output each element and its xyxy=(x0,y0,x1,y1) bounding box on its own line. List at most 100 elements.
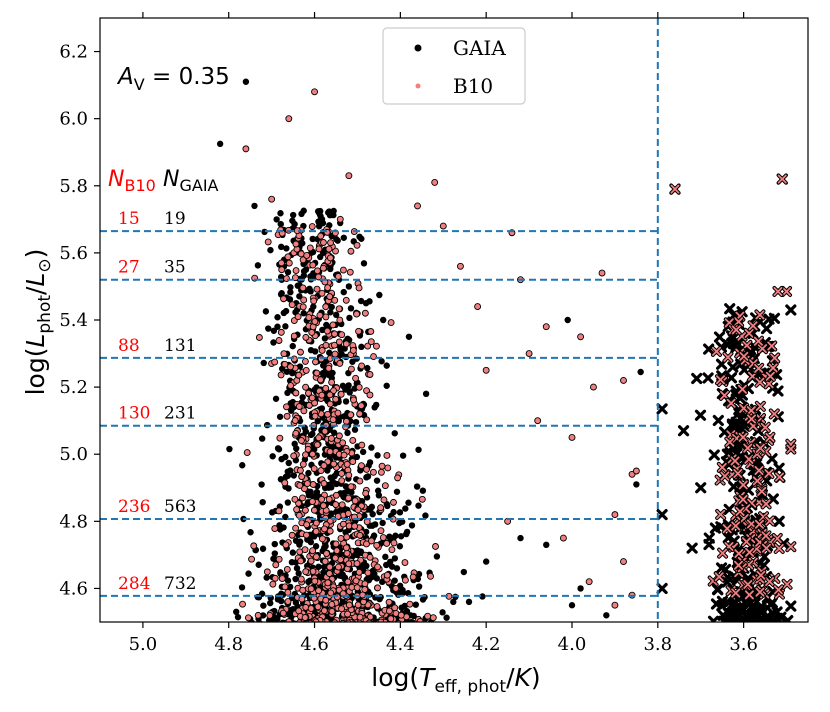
b10-point xyxy=(282,624,288,630)
gaia-point xyxy=(271,550,279,557)
gaia-point xyxy=(262,308,270,315)
b10-point xyxy=(329,416,337,424)
gaia-point xyxy=(227,623,233,629)
b10-rsg-marker xyxy=(757,486,767,496)
b10-point xyxy=(318,289,326,297)
b10-point xyxy=(369,623,375,629)
gaia-point xyxy=(378,358,385,365)
y-axis-label: log(Lphot/L⊙) xyxy=(21,249,55,396)
b10-point xyxy=(353,241,361,249)
gaia-point xyxy=(310,303,317,310)
gaia-point xyxy=(289,211,297,219)
b10-point xyxy=(309,450,316,458)
b10-point xyxy=(338,331,346,339)
b10-point xyxy=(326,448,334,456)
b10-point xyxy=(332,540,340,548)
b10-rsg-marker xyxy=(730,456,740,466)
b10-point xyxy=(336,359,344,367)
b10-point xyxy=(326,527,334,535)
b10-point xyxy=(342,544,350,552)
gaia-point xyxy=(266,622,272,628)
b10-point xyxy=(280,350,288,358)
gaia-point xyxy=(292,623,298,629)
legend-marker-b10 xyxy=(415,83,421,89)
b10-point xyxy=(345,601,353,609)
gaia-point xyxy=(326,625,332,631)
gaia-point xyxy=(396,509,404,516)
gaia-point xyxy=(307,431,315,439)
b10-point xyxy=(313,621,318,622)
b10-point xyxy=(328,607,336,615)
b10-point xyxy=(301,506,309,514)
gaia-point xyxy=(284,389,291,397)
gaia-point xyxy=(390,624,396,630)
gaia-point xyxy=(399,452,407,459)
b10-rsg-marker xyxy=(775,472,785,482)
b10-point xyxy=(379,534,387,542)
gaia-point xyxy=(289,369,296,377)
gaia-point xyxy=(390,625,396,631)
gaia-point xyxy=(364,364,371,372)
b10-point xyxy=(305,626,311,632)
b10-point xyxy=(339,266,347,274)
b10-point xyxy=(363,416,371,424)
b10-point xyxy=(347,483,355,491)
b10-rsg-marker xyxy=(761,499,771,509)
b10-point xyxy=(332,491,340,499)
count-gaia-label: 231 xyxy=(164,404,196,424)
count-b10-label: 88 xyxy=(118,336,140,356)
gaia-point xyxy=(317,626,323,632)
gaia-point xyxy=(387,625,393,631)
b10-point xyxy=(324,410,332,418)
b10-point xyxy=(346,625,352,631)
gaia-point xyxy=(361,625,367,631)
b10-rsg-marker xyxy=(765,432,775,442)
gaia-point xyxy=(323,321,330,329)
gaia-point xyxy=(294,282,301,289)
gaia-point xyxy=(327,309,334,316)
gaia-point xyxy=(274,314,281,321)
b10-point xyxy=(308,328,316,336)
gaia-point xyxy=(298,210,305,218)
gaia-rsg-marker xyxy=(703,532,715,544)
b10-point xyxy=(377,468,385,476)
b10-point xyxy=(311,577,319,585)
b10-point xyxy=(335,305,343,313)
b10-point xyxy=(317,232,325,240)
extinction-annotation: AV = 0.35 xyxy=(116,64,230,94)
b10-point xyxy=(482,366,490,374)
b10-point xyxy=(278,259,285,267)
gaia-point xyxy=(284,499,292,506)
gaia-point xyxy=(435,621,439,622)
b10-point xyxy=(292,524,300,532)
gaia-point xyxy=(345,625,351,631)
b10-point xyxy=(242,145,250,153)
b10-point xyxy=(347,247,355,255)
gaia-point xyxy=(409,625,415,631)
b10-point xyxy=(373,603,381,610)
gaia-point xyxy=(450,598,457,606)
b10-rsg-marker xyxy=(755,310,765,320)
gaia-point xyxy=(238,584,246,591)
b10-point xyxy=(286,363,294,371)
gaia-point xyxy=(517,534,524,542)
gaia-point xyxy=(405,333,413,340)
gaia-point xyxy=(633,481,640,488)
gaia-point xyxy=(345,283,353,290)
b10-rsg-marker xyxy=(722,524,732,534)
y-axis-label-sub: phot xyxy=(35,295,55,334)
b10-rsg-marker xyxy=(744,454,754,464)
b10-point xyxy=(313,441,321,449)
b10-point xyxy=(304,445,312,453)
b10-point xyxy=(277,328,285,336)
b10-point xyxy=(323,327,331,335)
b10-point xyxy=(269,580,277,588)
gaia-point xyxy=(398,518,406,525)
b10-point xyxy=(311,412,319,420)
gaia-point xyxy=(352,418,360,426)
gaia-point xyxy=(351,625,357,631)
gaia-point xyxy=(216,140,224,148)
gaia-point xyxy=(226,445,233,453)
gaia-point xyxy=(354,547,361,554)
b10-point xyxy=(306,244,314,252)
